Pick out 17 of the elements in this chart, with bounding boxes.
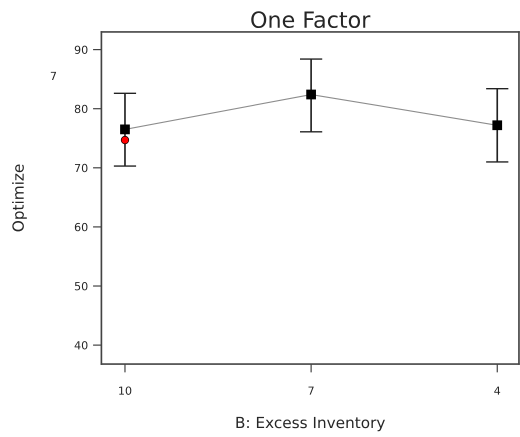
y-tick-label: 50 [74,282,88,290]
point [492,120,502,130]
y-tick-label: 70 [74,164,88,172]
x-tick-label: 7 [308,386,314,395]
y-tick-label: 90 [74,46,88,54]
point [306,90,316,100]
y-axis-title: Optimize [12,164,27,232]
point [120,124,130,134]
x-axis-title: B: Excess Inventory [236,416,385,432]
y-tick-label: 40 [74,341,88,350]
x-tick-label: 4 [494,386,500,395]
text: 7 [50,72,56,80]
point [120,136,130,144]
x-tick-label: 10 [119,386,132,395]
y-tick-label: 60 [74,222,88,232]
chart-title: One Factor [251,11,370,28]
y-tick-label: 80 [74,104,88,114]
